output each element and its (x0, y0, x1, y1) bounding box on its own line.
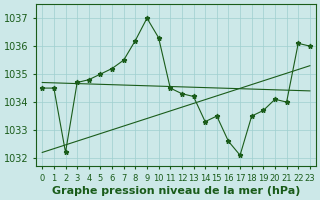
X-axis label: Graphe pression niveau de la mer (hPa): Graphe pression niveau de la mer (hPa) (52, 186, 300, 196)
